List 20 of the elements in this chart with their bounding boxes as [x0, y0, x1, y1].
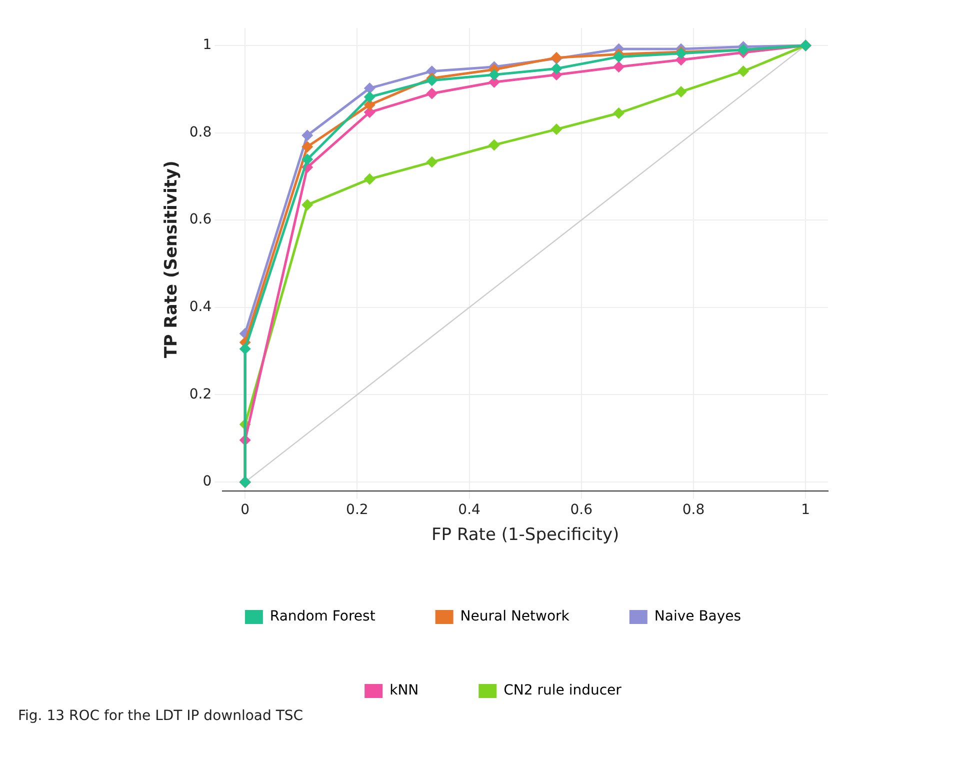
y-axis-title: TP Rate (Sensitivity) — [162, 160, 182, 358]
legend-label: Naive Bayes — [654, 608, 742, 625]
x-tick-label: 0.6 — [570, 502, 593, 518]
x-tick-label: 0.2 — [346, 502, 368, 518]
legend-label: Neural Network — [460, 608, 570, 625]
y-tick-label: 1 — [202, 37, 212, 54]
y-tick-label: 0.2 — [189, 386, 212, 402]
legend-label: kNN — [390, 682, 419, 699]
y-tick-label: 0.8 — [189, 124, 212, 140]
legend-label: CN2 rule inducer — [504, 682, 622, 699]
x-tick-label: 0.8 — [682, 502, 705, 518]
caption: Fig. 13 ROC for the LDT IP download TSC — [18, 708, 304, 724]
y-tick-label: 0.4 — [189, 299, 212, 316]
x-axis-title: FP Rate (1-Specificity) — [432, 525, 620, 546]
y-tick-label: 0 — [202, 474, 212, 490]
x-tick-label: 0 — [240, 502, 250, 518]
x-tick-label: 1 — [801, 502, 810, 518]
x-tick-label: 0.4 — [458, 502, 481, 518]
legend-label: Random Forest — [270, 608, 376, 625]
y-tick-label: 0.6 — [189, 212, 212, 228]
